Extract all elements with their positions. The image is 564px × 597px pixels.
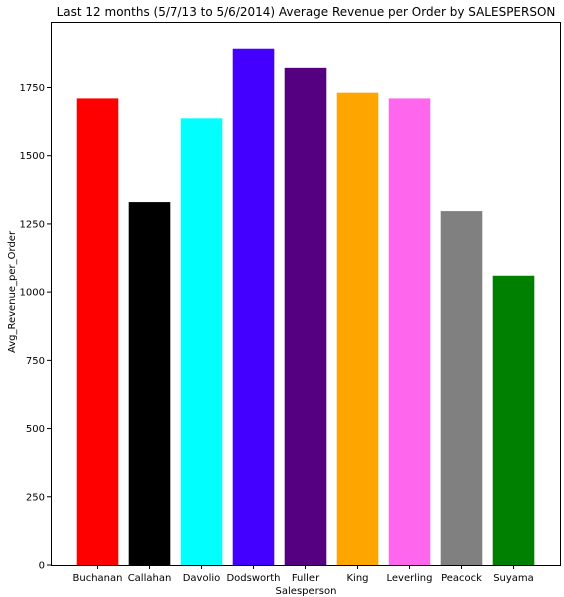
bar-king — [336, 92, 379, 566]
y-tick-label: 1000 — [20, 288, 45, 299]
y-tick-label: 1500 — [20, 151, 45, 162]
x-tick-label: Leverling — [387, 573, 433, 584]
y-tick-label: 250 — [26, 492, 45, 503]
x-tick-label: Davolio — [183, 573, 221, 584]
x-tick-label: Callahan — [128, 573, 172, 584]
bar-leverling — [388, 98, 431, 566]
bars-group — [76, 48, 535, 566]
x-axis-label: Salesperson — [276, 586, 337, 597]
bar-peacock — [440, 211, 483, 565]
y-tick-label: 1250 — [20, 219, 45, 230]
y-tick-label: 750 — [26, 356, 45, 367]
x-tick-label: Peacock — [441, 573, 482, 584]
x-axis-ticks: Buchanan Callahan Davolio Dodsworth Fuller Ki… — [73, 565, 534, 584]
bar-fuller — [284, 67, 327, 565]
chart-title: Last 12 months (5/7/13 to 5/6/2014) Aver… — [57, 5, 556, 19]
x-tick-label: Suyama — [493, 573, 534, 584]
y-tick-label: 1750 — [20, 83, 45, 94]
x-tick-label: Dodsworth — [226, 573, 280, 584]
y-axis-ticks: 0 250 500 750 1000 1250 1500 1750 — [20, 83, 51, 572]
bar-suyama — [492, 275, 535, 565]
x-tick-label: King — [346, 573, 368, 584]
bar-buchanan — [76, 98, 119, 566]
y-tick-label: 500 — [26, 424, 45, 435]
x-tick-label: Buchanan — [73, 573, 123, 584]
bar-davolio — [180, 118, 223, 565]
x-tick-label: Fuller — [292, 573, 320, 584]
y-axis-label: Avg_Revenue_per_Order — [7, 230, 18, 353]
bar-dodsworth — [232, 48, 275, 566]
plot-frame — [51, 22, 561, 566]
y-tick-label: 0 — [39, 561, 45, 572]
bar-callahan — [128, 202, 171, 565]
